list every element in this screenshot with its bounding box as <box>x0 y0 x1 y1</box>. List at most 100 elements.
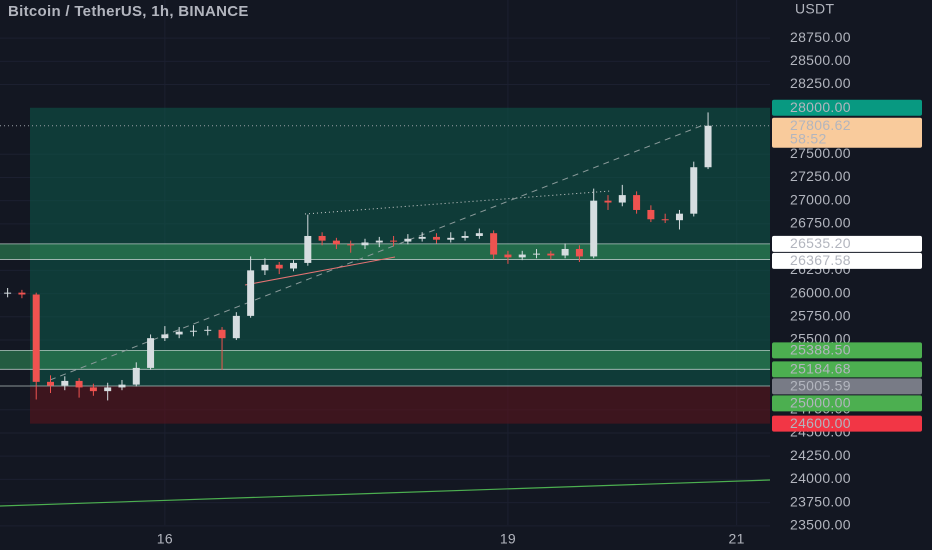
candle-body <box>661 219 669 221</box>
candle-body <box>604 200 612 203</box>
price-label-box <box>772 117 922 148</box>
candle-body <box>375 240 383 243</box>
candle-body <box>490 233 498 255</box>
axis-unit: USDT <box>795 1 834 17</box>
candle-body <box>647 209 655 220</box>
candle-body <box>633 195 641 210</box>
zones <box>0 107 770 424</box>
candle-body <box>318 235 326 241</box>
y-tick-label: 23500.00 <box>790 517 851 533</box>
price-label: 26535.20 <box>790 235 851 251</box>
price-label-box <box>772 342 922 359</box>
candle-body <box>161 334 169 339</box>
candle-body <box>132 367 140 385</box>
candle-body <box>575 248 583 257</box>
y-tick-label: 28250.00 <box>790 75 851 91</box>
candle-body <box>247 270 255 316</box>
candle-body <box>690 167 698 214</box>
drawings <box>0 123 771 507</box>
y-tick-label: 27500.00 <box>790 145 851 161</box>
candle-body <box>304 235 312 263</box>
price-label: 24600.00 <box>790 415 851 431</box>
y-tick-label: 26750.00 <box>790 215 851 231</box>
trend-line <box>49 123 707 381</box>
candle-body <box>432 236 440 240</box>
y-tick-label: 28500.00 <box>790 52 851 68</box>
candle-body <box>547 253 555 256</box>
x-tick-label: 21 <box>729 531 745 547</box>
candle-body <box>118 384 126 388</box>
candle-body <box>32 294 40 382</box>
price-label: 25000.00 <box>790 395 851 411</box>
candle-body <box>147 338 155 368</box>
price-label-box <box>772 415 922 432</box>
candle-body <box>561 248 569 256</box>
candle-body <box>618 195 626 203</box>
candle-body <box>175 331 183 335</box>
candle-body <box>347 244 355 246</box>
y-tick-label: 27000.00 <box>790 191 851 207</box>
candle-body <box>675 213 683 221</box>
trend-line <box>0 479 771 507</box>
price-label-box <box>772 235 922 252</box>
candle-body <box>361 242 369 246</box>
y-tick-label: 24250.00 <box>790 447 851 463</box>
price-label: 25005.59 <box>790 378 851 394</box>
candle-body <box>218 329 226 339</box>
y-tick-label: 28750.00 <box>790 29 851 45</box>
candle-body <box>204 329 212 331</box>
zone <box>30 386 770 424</box>
candle-body <box>189 330 197 332</box>
countdown: 58:52 <box>790 130 827 146</box>
price-label: 25184.68 <box>790 361 851 377</box>
candle-body <box>89 387 97 392</box>
candle-body <box>18 292 26 295</box>
y-tick-label: 26000.00 <box>790 284 851 300</box>
y-tick-label: 25750.00 <box>790 308 851 324</box>
zone <box>0 243 770 260</box>
trend-line <box>304 190 611 215</box>
candle-body <box>447 237 455 240</box>
candle-body <box>418 236 426 239</box>
candle-body <box>290 262 298 269</box>
candle-body <box>461 235 469 238</box>
candle-body <box>275 264 283 269</box>
price-label-box <box>772 361 922 378</box>
candles <box>4 112 712 401</box>
candle-body <box>232 315 240 339</box>
candle-body <box>404 238 412 242</box>
candle-body <box>533 253 541 255</box>
candle-body <box>590 200 598 257</box>
candle-body <box>704 125 712 168</box>
y-tick-label: 27250.00 <box>790 168 851 184</box>
x-tick-label: 19 <box>500 531 516 547</box>
price-label: 25388.50 <box>790 342 851 358</box>
price-label: 28000.00 <box>790 99 851 115</box>
candle-body <box>47 381 55 386</box>
price-label: 26367.58 <box>790 252 851 268</box>
candle-body <box>75 380 83 388</box>
candle-body <box>261 264 269 271</box>
candle-body <box>475 233 483 236</box>
candle-body <box>61 380 69 386</box>
chart-title: Bitcoin / TetherUS, 1h, BINANCE <box>8 3 249 20</box>
candle-body <box>4 292 12 294</box>
candle-body <box>104 387 112 392</box>
trend-line <box>244 256 396 286</box>
candle-body <box>332 240 340 245</box>
price-label-box <box>772 378 922 395</box>
y-tick-label: 24000.00 <box>790 470 851 486</box>
x-tick-label: 16 <box>157 531 173 547</box>
zone <box>0 350 770 370</box>
candle-body <box>504 254 512 258</box>
candle-body <box>390 240 398 242</box>
price-label-box <box>772 99 922 116</box>
price-label-box <box>772 395 922 412</box>
y-tick-label: 23750.00 <box>790 493 851 509</box>
price-label-box <box>772 252 922 269</box>
candle-body <box>518 254 526 258</box>
price-label: 27806.62 <box>790 117 851 133</box>
